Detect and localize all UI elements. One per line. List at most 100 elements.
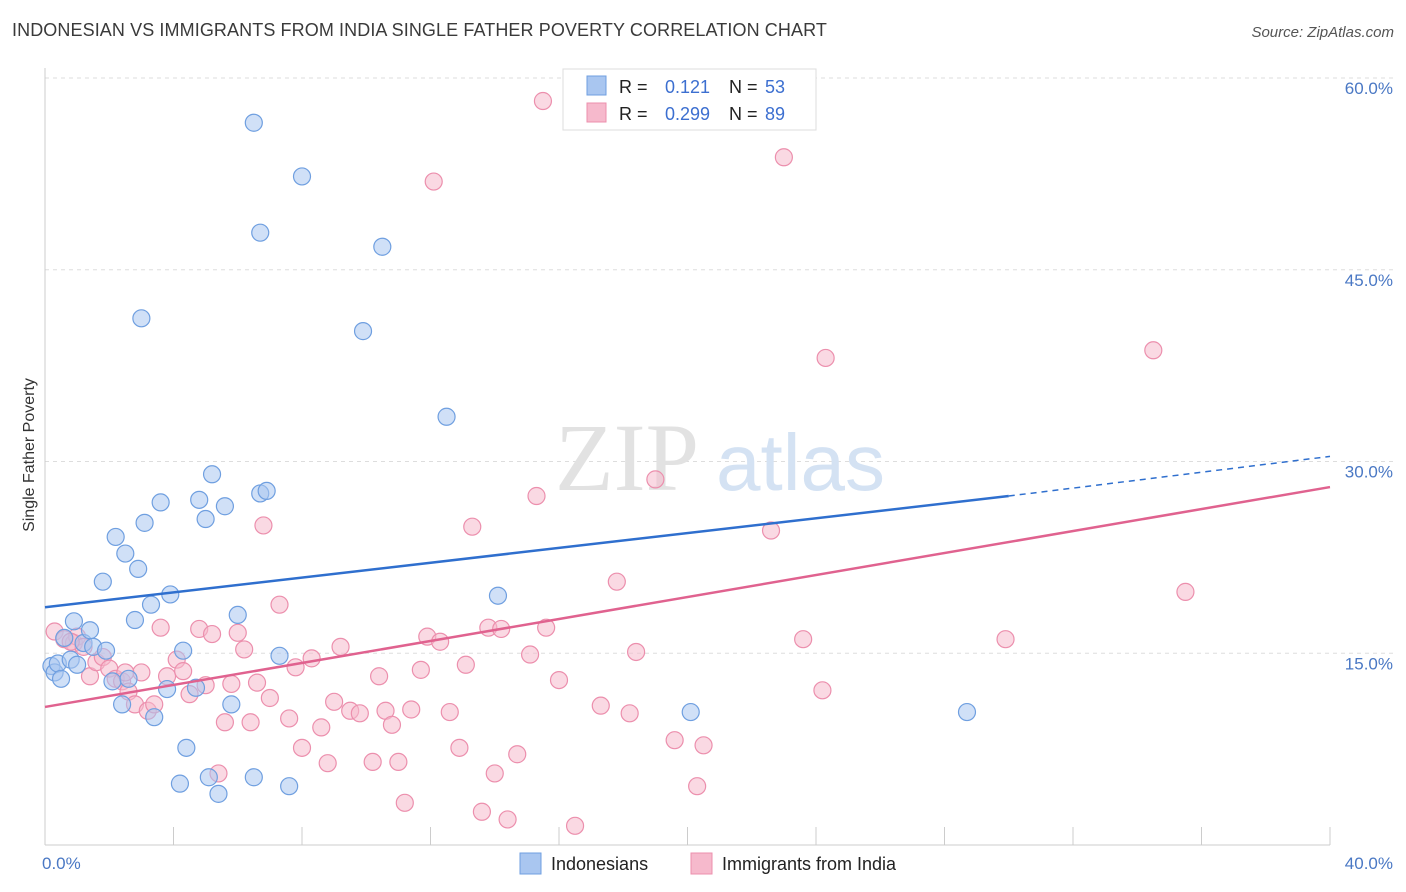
india-point	[456, 655, 475, 674]
india-point	[498, 810, 517, 829]
indonesians-point	[177, 738, 196, 757]
india-point	[260, 688, 279, 708]
india-point	[215, 713, 234, 732]
legend-r-value-2: 0.299	[665, 104, 710, 124]
indonesians-point	[199, 768, 218, 787]
indonesians-point	[196, 509, 215, 529]
india-point	[389, 752, 408, 772]
india-point	[402, 700, 421, 719]
india-point	[247, 673, 267, 692]
y-axis-label: Single Father Poverty	[21, 378, 38, 532]
legend-r-value-1: 0.121	[665, 77, 710, 97]
india-point	[151, 618, 170, 637]
trend-lines	[44, 455, 1331, 709]
india-point	[626, 642, 646, 662]
legend-n-value-1: 53	[765, 77, 785, 97]
indonesians-point	[244, 768, 263, 787]
y-tick-label: 15.0%	[1345, 654, 1393, 673]
bottom-legend-swatch-india	[690, 852, 713, 875]
axes	[44, 68, 1331, 846]
india-point	[174, 662, 193, 681]
legend-n-value-2: 89	[765, 104, 785, 124]
indonesians-point	[353, 322, 373, 341]
legend-n-label-2: N =	[729, 104, 758, 124]
india-point	[450, 738, 469, 757]
indonesians-point	[186, 678, 206, 697]
india-point	[472, 802, 491, 821]
indonesians-point	[129, 559, 148, 578]
india-point	[816, 348, 835, 368]
india-point	[363, 752, 382, 772]
india-point	[996, 630, 1015, 649]
indonesians-point	[96, 641, 116, 660]
indonesians-point	[145, 708, 164, 727]
india-point	[270, 595, 289, 614]
india-point	[235, 640, 254, 659]
india-point	[761, 521, 781, 540]
india-point	[520, 645, 540, 664]
legend-swatch-indonesians	[586, 75, 607, 96]
india-point	[370, 667, 389, 686]
legend-bottom: Indonesians Immigrants from India	[519, 852, 897, 875]
india-point	[565, 816, 585, 835]
indonesians-point	[174, 641, 193, 660]
watermark-atlas: atlas	[716, 418, 885, 507]
indonesians-point	[103, 672, 122, 691]
indonesians-trend-line	[44, 494, 1009, 609]
india-point	[440, 702, 459, 722]
indonesians-point	[80, 621, 100, 640]
india-point	[286, 658, 305, 677]
indonesians-trend-extension	[1008, 455, 1331, 497]
india-point	[424, 172, 443, 191]
indonesians-point	[202, 465, 222, 484]
indonesians-point	[373, 237, 392, 256]
india-point	[228, 623, 247, 642]
india-point	[646, 470, 665, 489]
india-point	[431, 632, 450, 651]
grid-lines	[45, 77, 1395, 654]
indonesians-point	[64, 612, 84, 631]
india-point	[350, 704, 369, 723]
indonesians-point	[55, 628, 74, 648]
indonesians-point	[51, 669, 71, 688]
indonesians-point	[119, 669, 138, 688]
india-point	[794, 630, 813, 649]
india-point	[688, 777, 707, 796]
indonesians-point	[135, 513, 154, 532]
legend-r-label-1: R =	[619, 77, 648, 97]
india-point	[694, 736, 713, 755]
indonesians-point	[244, 113, 263, 132]
y-tick-labels: 15.0% 30.0% 45.0% 60.0%	[1345, 79, 1393, 673]
watermark-zip: ZIP	[555, 404, 699, 511]
indonesians-point	[157, 679, 177, 699]
india-point	[665, 731, 684, 750]
y-tick-label: 30.0%	[1345, 463, 1393, 482]
indonesians-point	[125, 610, 145, 630]
india-point	[774, 148, 793, 167]
india-point	[302, 649, 321, 668]
bottom-legend-label-indonesians: Indonesians	[551, 854, 648, 874]
india-point	[591, 696, 610, 715]
india-point	[537, 618, 556, 637]
indonesians-point	[292, 167, 312, 186]
chart-title: INDONESIAN VS IMMIGRANTS FROM INDIA SING…	[12, 20, 827, 40]
india-point	[395, 793, 414, 812]
indonesians-point	[437, 407, 456, 426]
indonesians-point	[93, 572, 112, 591]
indonesians-point	[68, 655, 87, 674]
chart-source: Source: ZipAtlas.com	[1251, 24, 1394, 41]
india-point	[813, 681, 832, 700]
india-point	[202, 624, 222, 644]
indonesians-point	[132, 309, 151, 328]
india-point	[280, 709, 299, 728]
india-point	[463, 517, 482, 536]
india-point	[1176, 582, 1195, 601]
indonesians-point	[190, 490, 209, 509]
indonesians-point	[106, 527, 125, 547]
india-point	[331, 637, 350, 656]
india-point	[485, 764, 504, 783]
legend-n-label-1: N =	[729, 77, 758, 97]
india-point	[382, 715, 402, 734]
india-point	[620, 704, 639, 723]
